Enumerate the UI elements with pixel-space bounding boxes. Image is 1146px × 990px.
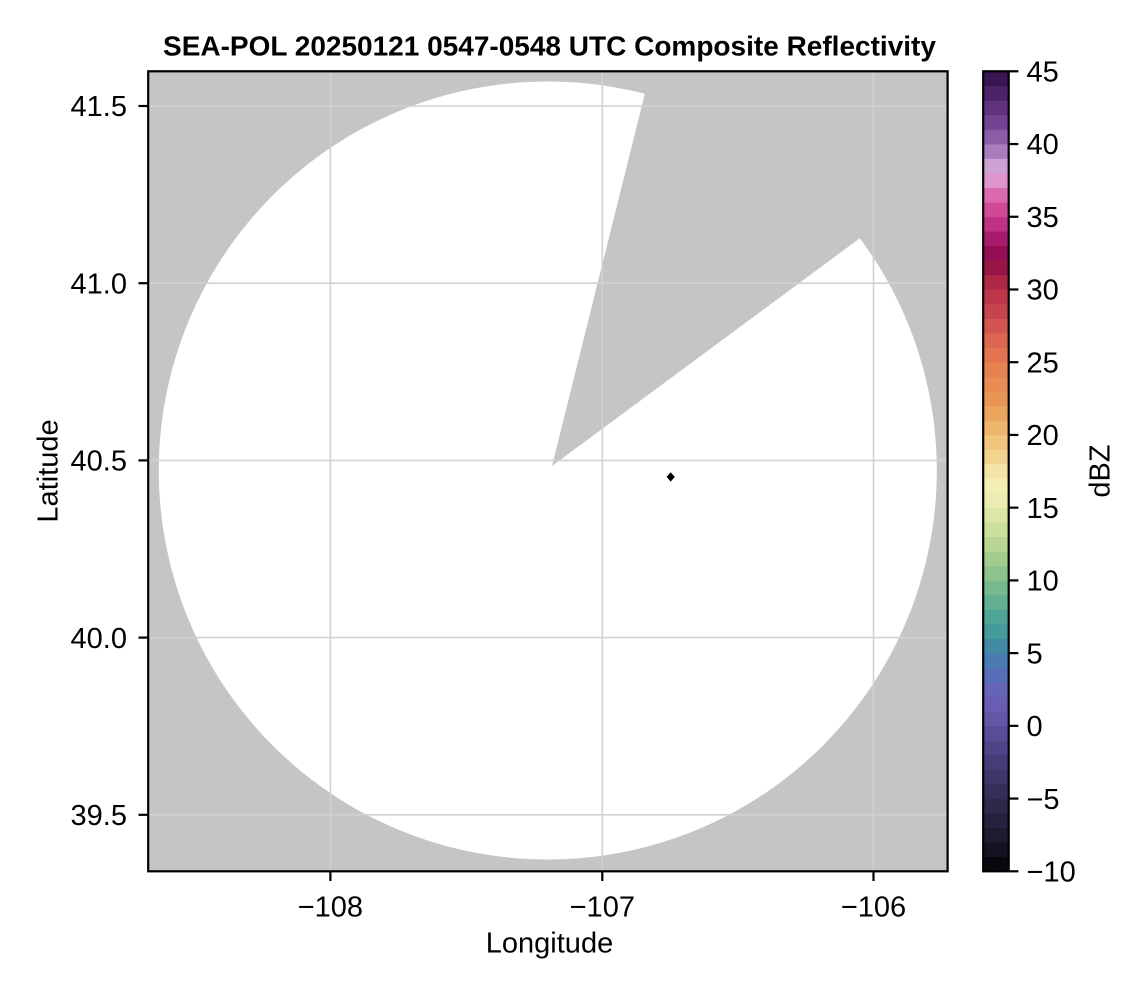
svg-text:−5: −5: [1027, 784, 1060, 816]
svg-text:41.5: 41.5: [71, 91, 127, 123]
svg-text:15: 15: [1027, 493, 1059, 525]
svg-text:10: 10: [1027, 566, 1059, 598]
svg-text:20: 20: [1027, 420, 1059, 452]
svg-text:dBZ: dBZ: [1085, 444, 1117, 497]
svg-text:5: 5: [1027, 638, 1043, 670]
svg-text:0: 0: [1027, 711, 1043, 743]
svg-text:41.0: 41.0: [71, 268, 127, 300]
svg-text:35: 35: [1027, 202, 1059, 234]
svg-text:−107: −107: [570, 892, 635, 924]
svg-text:39.5: 39.5: [71, 800, 127, 832]
svg-text:40.5: 40.5: [71, 446, 127, 478]
svg-text:25: 25: [1027, 347, 1059, 379]
svg-text:Latitude: Latitude: [33, 419, 65, 522]
svg-text:40: 40: [1027, 129, 1059, 161]
svg-text:Longitude: Longitude: [486, 928, 613, 960]
svg-text:45: 45: [1027, 57, 1059, 89]
svg-text:−10: −10: [1027, 857, 1076, 889]
svg-text:30: 30: [1027, 275, 1059, 307]
svg-text:−106: −106: [841, 892, 906, 924]
svg-text:−108: −108: [298, 892, 363, 924]
svg-text:SEA-POL 20250121 0547-0548 UTC: SEA-POL 20250121 0547-0548 UTC Composite…: [163, 30, 936, 61]
svg-text:40.0: 40.0: [71, 623, 127, 655]
